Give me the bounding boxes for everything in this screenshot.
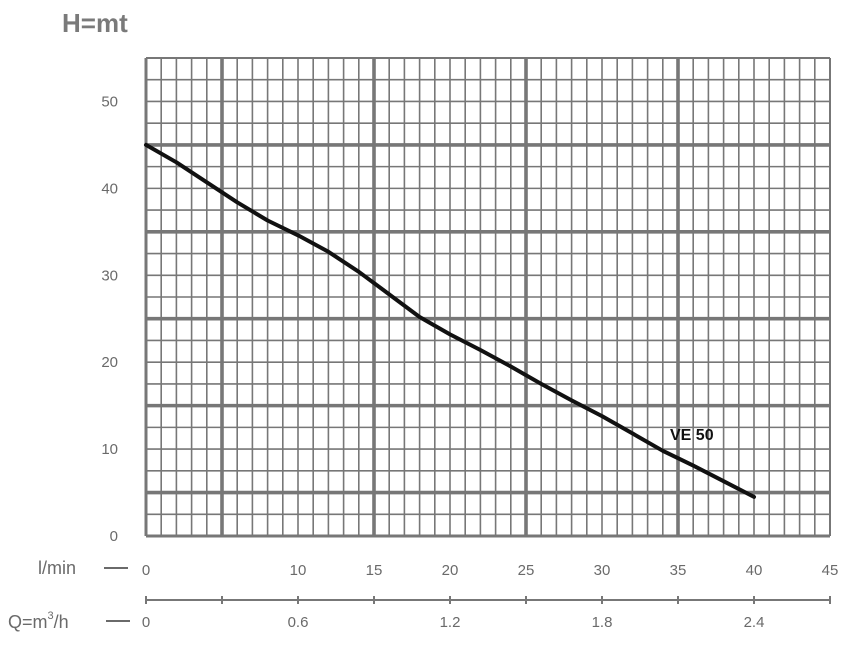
series-line-0 bbox=[144, 142, 756, 499]
x-axis-label: l/min bbox=[38, 558, 76, 578]
x-tick-labels: 0 10 15 20 25 30 35 40 45 bbox=[142, 562, 839, 579]
y-tick-label: 0 bbox=[110, 528, 118, 545]
secondary-x-axis: 0 0.6 1.2 1.8 2.4 bbox=[142, 596, 831, 631]
x2-tick-label: 1.8 bbox=[592, 614, 613, 631]
y-tick-label: 40 bbox=[101, 180, 118, 197]
x2-tick-label: 2.4 bbox=[744, 614, 765, 631]
series-layer bbox=[144, 142, 756, 499]
x-tick-label: 15 bbox=[366, 562, 383, 579]
x-tick-label: 45 bbox=[822, 562, 839, 579]
x2-axis-label: Q=m3/h bbox=[8, 610, 69, 632]
grid-minor bbox=[146, 58, 830, 536]
y-axis-label: H=mt bbox=[62, 8, 128, 38]
x2-axis-label-sup: 3 bbox=[48, 610, 54, 622]
y-tick-label: 50 bbox=[101, 93, 118, 110]
y-tick-label: 20 bbox=[101, 354, 118, 371]
x2-tick-label: 0.6 bbox=[288, 614, 309, 631]
x2-tick-label: 1.2 bbox=[440, 614, 461, 631]
x-tick-label: 0 bbox=[142, 562, 150, 579]
y-tick-labels: 0 10 20 30 40 50 bbox=[101, 93, 118, 545]
x-tick-label: 25 bbox=[518, 562, 535, 579]
x-tick-label: 40 bbox=[746, 562, 763, 579]
series-label-ve50: VE 50 bbox=[670, 427, 714, 444]
x2-tick-label: 0 bbox=[142, 614, 150, 631]
x2-axis-label-suffix: /h bbox=[54, 612, 69, 632]
x-tick-label: 20 bbox=[442, 562, 459, 579]
x-tick-label: 35 bbox=[670, 562, 687, 579]
x-tick-label: 30 bbox=[594, 562, 611, 579]
y-tick-label: 10 bbox=[101, 441, 118, 458]
y-tick-label: 30 bbox=[101, 267, 118, 284]
x2-axis-label-prefix: Q=m bbox=[8, 612, 48, 632]
x-tick-label: 10 bbox=[290, 562, 307, 579]
